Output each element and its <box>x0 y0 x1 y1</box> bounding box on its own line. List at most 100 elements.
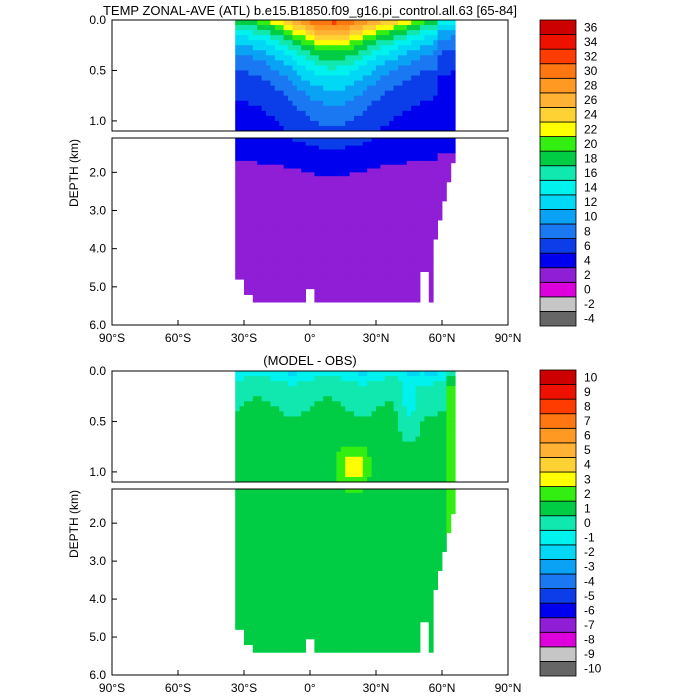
contour-cell <box>327 125 333 132</box>
contour-cell <box>235 587 240 592</box>
contour-cell <box>283 526 289 532</box>
contour-cell <box>402 210 408 215</box>
contour-cell <box>318 85 324 92</box>
contour-cell <box>389 202 394 208</box>
contour-cell <box>415 371 421 377</box>
contour-cell <box>433 461 438 468</box>
contour-cell <box>314 225 320 230</box>
contour-cell <box>428 466 434 473</box>
contour-cell <box>296 115 302 122</box>
contour-cell <box>292 538 298 543</box>
contour-cell <box>362 115 368 122</box>
contour-cell <box>433 25 438 31</box>
contour-cell <box>433 145 438 150</box>
contour-cell <box>283 580 289 585</box>
contour-cell <box>288 625 293 630</box>
contour-cell <box>406 100 412 107</box>
contour-cell <box>239 110 245 117</box>
contour-cell <box>274 50 280 56</box>
contour-cell <box>367 260 372 265</box>
contour-cell <box>336 75 342 81</box>
contour-cell <box>244 45 249 51</box>
contour-cell <box>420 110 425 117</box>
contour-cell <box>239 461 245 468</box>
colorbar-swatch <box>539 267 577 283</box>
contour-cell <box>367 221 372 227</box>
contour-cell <box>406 275 412 280</box>
contour-cell <box>415 50 421 56</box>
contour-cell <box>310 85 315 92</box>
contour-cell <box>428 275 434 280</box>
contour-cell <box>340 263 346 269</box>
contour-cell <box>327 252 333 257</box>
contour-cell <box>345 275 350 280</box>
contour-cell <box>371 70 377 76</box>
contour-cell <box>252 286 258 292</box>
y-tick-label: 0.0 <box>89 13 106 27</box>
contour-cell <box>292 644 298 649</box>
contour-cell <box>402 176 408 181</box>
contour-cell <box>323 50 328 56</box>
contour-cell <box>274 504 280 509</box>
contour-cell <box>327 275 333 280</box>
contour-cell <box>235 500 240 505</box>
contour-cell <box>349 100 355 107</box>
contour-cell <box>398 476 403 483</box>
contour-cell <box>301 153 306 158</box>
contour-cell <box>446 95 452 102</box>
contour-cell <box>274 283 280 288</box>
contour-cell <box>371 279 377 284</box>
contour-cell <box>442 153 447 158</box>
contour-cell <box>437 431 443 437</box>
contour-cell <box>235 606 240 611</box>
contour-cell <box>345 371 350 377</box>
contour-cell <box>305 141 311 147</box>
contour-cell <box>244 534 249 539</box>
contour-cell <box>389 164 394 169</box>
contour-cell <box>384 65 390 71</box>
contour-cell <box>393 168 399 173</box>
contour-cell <box>450 141 456 147</box>
contour-cell <box>288 105 293 112</box>
contour-cell <box>252 225 258 230</box>
contour-cell <box>270 290 276 295</box>
contour-cell <box>314 199 320 204</box>
contour-cell <box>244 172 249 177</box>
contour-cell <box>292 275 298 280</box>
contour-cell <box>323 75 328 81</box>
contour-cell <box>270 595 276 600</box>
contour-cell <box>266 580 271 585</box>
contour-cell <box>279 25 284 31</box>
contour-cell <box>288 461 293 468</box>
contour-cell <box>301 610 306 615</box>
contour-cell <box>358 35 364 41</box>
contour-cell <box>349 65 355 71</box>
contour-cell <box>354 202 359 208</box>
contour-cell <box>446 90 452 97</box>
contour-cell <box>318 241 324 246</box>
contour-cell <box>279 386 284 392</box>
contour-cell <box>310 386 315 392</box>
contour-cell <box>279 599 284 604</box>
contour-cell <box>371 233 377 238</box>
contour-cell <box>384 214 390 219</box>
contour-cell <box>244 283 249 288</box>
contour-cell <box>261 476 267 483</box>
contour-cell <box>244 507 249 513</box>
contour-cell <box>314 229 320 234</box>
contour-cell <box>318 431 324 437</box>
contour-cell <box>358 233 364 238</box>
contour-cell <box>327 267 333 272</box>
contour-cell <box>270 179 276 185</box>
contour-cell <box>252 60 258 66</box>
contour-cell <box>274 30 280 36</box>
contour-cell <box>283 176 289 181</box>
contour-cell <box>288 621 293 627</box>
contour-cell <box>354 168 359 173</box>
contour-cell <box>450 431 456 437</box>
contour-cell <box>362 35 368 41</box>
contour-cell <box>270 298 276 303</box>
contour-cell <box>367 476 372 483</box>
contour-cell <box>442 105 447 112</box>
contour-cell <box>239 45 245 51</box>
